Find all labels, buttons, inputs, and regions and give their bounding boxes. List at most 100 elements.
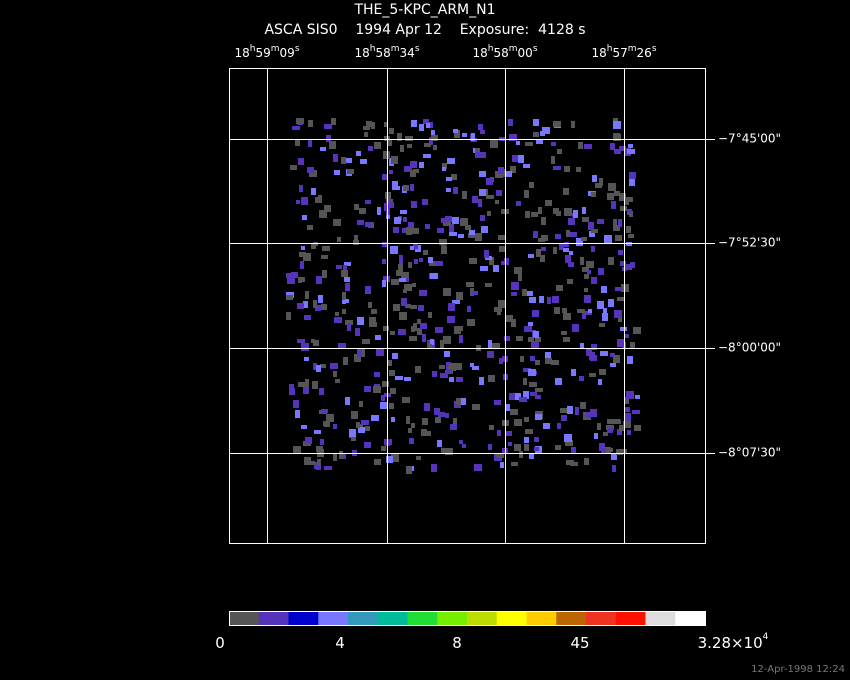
pixel bbox=[374, 459, 381, 465]
pixel bbox=[409, 336, 417, 341]
pixel bbox=[404, 284, 412, 290]
pixel bbox=[628, 234, 634, 238]
pixel bbox=[307, 167, 314, 173]
footer: 12-Apr-1998 12:24 bbox=[751, 664, 845, 675]
pixel bbox=[618, 219, 622, 227]
pixel bbox=[553, 247, 557, 254]
pixel bbox=[369, 317, 376, 325]
pixel bbox=[287, 278, 295, 284]
pixel bbox=[580, 402, 586, 409]
pixel bbox=[305, 437, 312, 444]
pixel bbox=[528, 337, 534, 342]
pixel bbox=[600, 351, 608, 356]
pixel bbox=[628, 144, 633, 148]
pixel bbox=[528, 369, 536, 376]
pixel bbox=[563, 188, 569, 195]
pixel bbox=[437, 228, 444, 233]
pixel bbox=[613, 121, 621, 129]
pixel bbox=[512, 155, 520, 162]
pixel bbox=[505, 315, 513, 322]
pixel bbox=[365, 222, 371, 227]
pixel bbox=[344, 277, 350, 282]
pixel bbox=[509, 134, 517, 141]
pixel bbox=[601, 286, 607, 293]
pixel bbox=[602, 313, 608, 321]
pixel bbox=[553, 121, 561, 127]
pixel bbox=[440, 340, 444, 348]
pixel bbox=[612, 419, 620, 424]
pixel bbox=[390, 331, 395, 335]
pixel bbox=[293, 446, 301, 454]
pixel bbox=[333, 424, 337, 429]
pixel bbox=[505, 404, 510, 411]
pixel bbox=[506, 171, 512, 177]
pixel bbox=[296, 118, 304, 124]
pixel bbox=[410, 170, 416, 177]
pixel bbox=[489, 257, 494, 265]
pixel bbox=[627, 430, 631, 435]
pixel bbox=[345, 397, 350, 405]
pixel bbox=[364, 386, 371, 392]
pixel bbox=[410, 305, 417, 309]
pixel bbox=[448, 303, 455, 311]
pixel bbox=[395, 376, 403, 380]
pixel bbox=[365, 426, 370, 431]
ra-unit: s bbox=[533, 44, 538, 54]
pixel bbox=[630, 342, 635, 348]
pixel bbox=[534, 447, 539, 451]
pixel bbox=[360, 159, 367, 164]
dec-label: −7°45'00" bbox=[718, 132, 781, 146]
pixel bbox=[429, 261, 437, 266]
pixel bbox=[311, 339, 315, 343]
pixel bbox=[314, 430, 321, 434]
pixel bbox=[420, 323, 427, 329]
pixel bbox=[411, 201, 417, 208]
pixel bbox=[487, 351, 494, 358]
pixel bbox=[466, 282, 474, 287]
pixel bbox=[382, 242, 388, 247]
pixel bbox=[613, 225, 620, 231]
pixel bbox=[442, 167, 446, 171]
pixel bbox=[508, 119, 513, 126]
pixel bbox=[299, 185, 303, 192]
pixel bbox=[625, 413, 631, 421]
pixel bbox=[381, 395, 385, 401]
pixel bbox=[407, 144, 412, 148]
pixel bbox=[617, 429, 622, 435]
pixel bbox=[424, 403, 430, 411]
pixel bbox=[453, 129, 458, 133]
pixel bbox=[435, 261, 443, 266]
pixel bbox=[411, 120, 417, 127]
pixel bbox=[462, 444, 466, 448]
pixel bbox=[612, 465, 616, 472]
ra-number: 34 bbox=[400, 46, 415, 60]
pixel bbox=[454, 130, 460, 138]
pixel bbox=[524, 190, 529, 198]
image-frame bbox=[229, 68, 706, 544]
pixel bbox=[511, 282, 519, 290]
ra-unit: h bbox=[488, 44, 494, 54]
pixel bbox=[610, 353, 615, 357]
pixel bbox=[383, 276, 390, 282]
pixel bbox=[423, 250, 428, 255]
pixel bbox=[439, 365, 445, 369]
pixel bbox=[599, 443, 605, 451]
pixel bbox=[330, 363, 338, 369]
pixel bbox=[620, 327, 627, 331]
pixel bbox=[479, 171, 486, 177]
pixel bbox=[303, 386, 309, 394]
pixel bbox=[607, 428, 613, 433]
pixel bbox=[363, 126, 370, 130]
pixel bbox=[443, 219, 451, 226]
pixel bbox=[316, 276, 322, 284]
pixel bbox=[374, 142, 381, 149]
pixel bbox=[610, 363, 616, 367]
ra-number: 18 bbox=[591, 46, 606, 60]
colorbar-swatch bbox=[615, 611, 646, 625]
pixel bbox=[533, 331, 539, 338]
pixel bbox=[419, 258, 423, 262]
pixel bbox=[394, 217, 401, 224]
pixel bbox=[598, 268, 604, 275]
pixel bbox=[441, 448, 448, 453]
pixel bbox=[481, 226, 488, 233]
